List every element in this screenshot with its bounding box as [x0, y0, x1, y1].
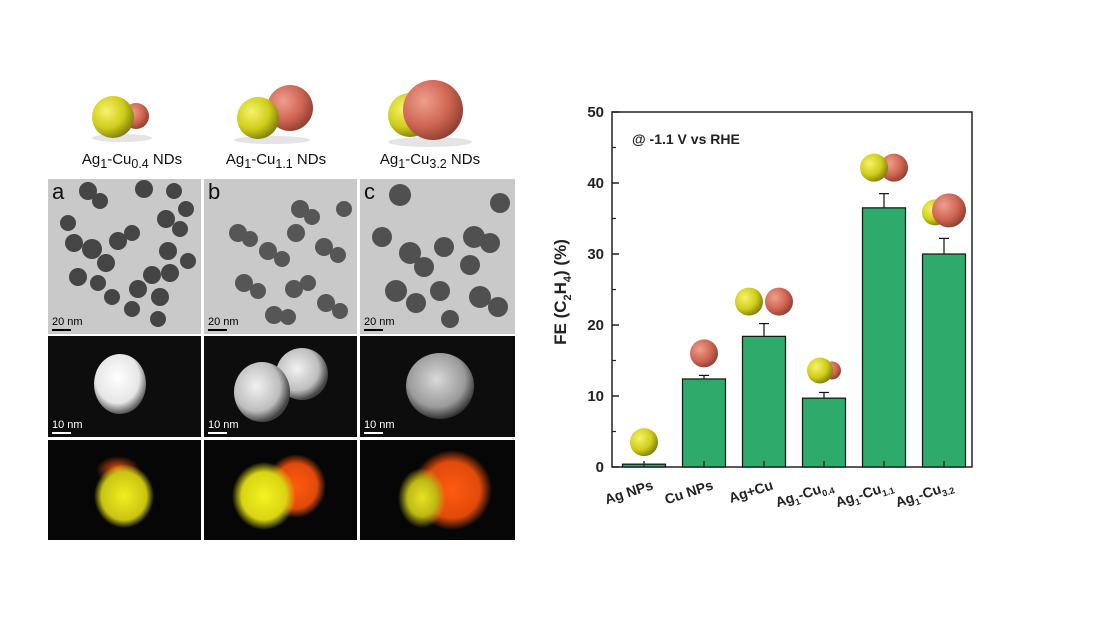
- eds-map-a: [94, 456, 154, 528]
- stem-particle-b: [234, 348, 328, 422]
- stem-particle-c: [406, 353, 474, 419]
- scale-bar-tem-a: 20 nm: [52, 316, 83, 331]
- nd-label-2: Ag1-Cu1.1 NDs: [225, 151, 327, 171]
- tem-panel-a: a 20 nm: [48, 179, 201, 334]
- tem-panel-c: c 20 nm: [360, 179, 515, 334]
- tem-particles-b: [229, 200, 352, 325]
- cu-sphere-icon: [880, 153, 908, 182]
- tem-panel-b: b 20 nm: [204, 179, 357, 334]
- x-label-5: Ag1-Cu1.1: [833, 477, 895, 513]
- y-tick-label: 30: [587, 246, 604, 263]
- bars: [621, 193, 967, 468]
- panel-letter-b: b: [208, 179, 221, 204]
- eds-map-b: [232, 454, 326, 530]
- y-tick-label: 10: [587, 388, 604, 405]
- eds-map-c: [398, 450, 492, 530]
- ag-sphere-icon: [630, 428, 658, 457]
- nd-label-1: Ag1-Cu0.4 NDs: [81, 151, 183, 171]
- x-label-1: Ag NPs: [603, 477, 655, 508]
- panel-letter-c: c: [364, 179, 375, 204]
- dimer-model-ag1-cu3.2-icon: [388, 80, 472, 147]
- bar-5: [861, 207, 907, 468]
- x-label-6: Ag1-Cu3.2: [893, 477, 955, 513]
- scale-bar-stem-c: 10 nm: [364, 419, 395, 434]
- ag-sphere-icon: [735, 287, 763, 316]
- tem-particles-a: [60, 180, 196, 327]
- dimer-model-ag1-cu1.1-icon: [234, 85, 313, 144]
- eds-panel-b: [204, 440, 357, 540]
- plot-frame: [611, 111, 973, 468]
- nd-label-3: Ag1-Cu3.2 NDs: [379, 151, 481, 171]
- cu-sphere-icon: [690, 339, 718, 368]
- y-tick-label: 20: [587, 317, 604, 334]
- scale-bar-tem-b: 20 nm: [208, 316, 239, 331]
- eds-panel-a: [48, 440, 201, 540]
- y-tick-label: 50: [587, 104, 604, 121]
- ag-sphere-icon: [860, 153, 888, 182]
- scale-bar-stem-b: 10 nm: [208, 419, 239, 434]
- bar-icons: [630, 153, 966, 457]
- dimer-model-ag1-cu0.4-icon: [92, 96, 152, 142]
- y-axis-title: FE (C2H4) (%): [551, 239, 574, 345]
- eds-panel-c: [360, 440, 515, 540]
- x-label-4: Ag1-Cu0.4: [773, 477, 835, 513]
- x-axis-labels: Ag NPs Cu NPs Ag+CuAg1-Cu0.4Ag1-Cu1.1Ag1-C…: [603, 461, 956, 513]
- x-label-2: Cu NPs: [663, 477, 715, 508]
- stem-panel-a: 10 nm: [48, 336, 201, 437]
- x-label-3: Ag+Cu: [727, 477, 775, 506]
- stem-panel-b: 10 nm: [204, 336, 357, 437]
- nanodimer-models: [92, 80, 472, 147]
- y-tick-label: 40: [587, 175, 604, 192]
- y-tick-label: 0: [596, 459, 604, 476]
- y-axis: 0 10 20 30 40 50: [587, 104, 619, 476]
- ag-sphere-icon: [807, 357, 833, 384]
- stem-panel-c: 10 nm: [360, 336, 515, 437]
- condition-annotation: @ -1.1 V vs RHE: [632, 131, 740, 147]
- bar-4: [801, 397, 847, 468]
- scale-bar-tem-c: 20 nm: [364, 316, 395, 331]
- bar-6: [921, 253, 967, 468]
- scale-bar-stem-a: 10 nm: [52, 419, 83, 434]
- bar-3: [741, 335, 787, 468]
- stem-particle-a: [94, 354, 146, 414]
- bar-2: [681, 378, 727, 468]
- tem-particles-c: [372, 184, 510, 328]
- cu-sphere-icon: [765, 287, 793, 316]
- cu-sphere-icon: [932, 193, 966, 228]
- nanodimer-figure: Ag1-Cu0.4 NDs Ag1-Cu1.1 NDs Ag1-Cu3.2 ND…: [0, 0, 540, 622]
- panel-letter-a: a: [52, 179, 65, 204]
